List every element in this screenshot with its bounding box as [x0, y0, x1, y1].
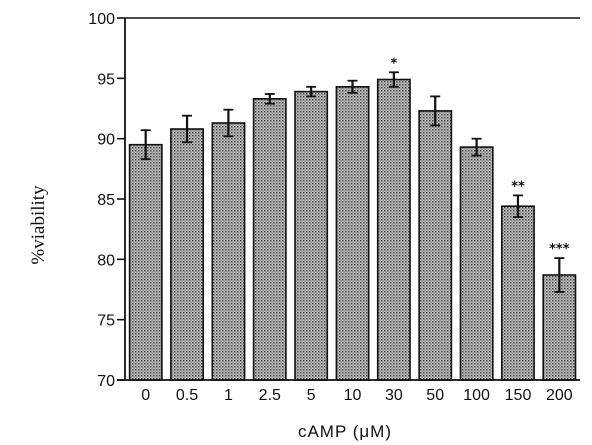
y-tick-label-85: 85	[97, 192, 115, 209]
x-tick-label-150: 150	[505, 387, 532, 404]
bar-100	[459, 146, 494, 381]
error-bar-0.5	[182, 114, 193, 144]
error-bar-200	[554, 257, 565, 293]
x-tick-label-30: 30	[385, 387, 403, 404]
y-tick-label-90: 90	[97, 132, 115, 149]
bar-0	[128, 143, 163, 381]
y-axis-label: %viability	[28, 185, 49, 265]
x-tick-label-200: 200	[546, 387, 573, 404]
x-tick-label-10: 10	[344, 387, 362, 404]
y-tick-label-100: 100	[88, 11, 115, 28]
bar-2.5	[252, 98, 287, 381]
error-bar-150	[512, 194, 523, 219]
bar-10	[335, 86, 370, 381]
error-bar-50	[430, 95, 441, 127]
x-tick-label-2.5: 2.5	[259, 387, 281, 404]
x-tick-label-100: 100	[463, 387, 490, 404]
x-tick-label-0.5: 0.5	[176, 387, 198, 404]
bar-30	[376, 78, 411, 381]
y-tick-label-75: 75	[97, 313, 115, 330]
significance-marker-200: ***	[549, 242, 570, 257]
y-tick-label-95: 95	[97, 71, 115, 88]
bars-layer	[128, 71, 577, 381]
bar-50	[418, 110, 453, 381]
x-axis-label: cAMP (μM)	[298, 422, 392, 441]
error-bar-0	[140, 129, 151, 161]
axes-layer: 0 0.5 1 2.5 5 10 30 * 50 100 150 ** 200 *** 70 75 80 85 90…	[88, 11, 580, 404]
error-bar-100	[471, 137, 482, 157]
error-bar-1	[223, 108, 234, 138]
significance-marker-30: *	[390, 56, 397, 71]
x-tick-label-1: 1	[224, 387, 233, 404]
x-tick-label-5: 5	[307, 387, 316, 404]
bar-150	[500, 205, 535, 381]
error-bar-5	[306, 85, 317, 98]
y-tick-label-70: 70	[97, 373, 115, 390]
error-bar-30	[388, 71, 399, 88]
error-bar-2.5	[264, 93, 275, 105]
x-tick-label-0: 0	[141, 387, 150, 404]
error-bar-10	[347, 79, 358, 94]
y-tick-label-80: 80	[97, 252, 115, 269]
x-tick-label-50: 50	[426, 387, 444, 404]
bar-1	[211, 122, 246, 381]
significance-marker-150: **	[511, 179, 525, 194]
bar-0.5	[170, 128, 204, 381]
bar-5	[294, 90, 329, 381]
